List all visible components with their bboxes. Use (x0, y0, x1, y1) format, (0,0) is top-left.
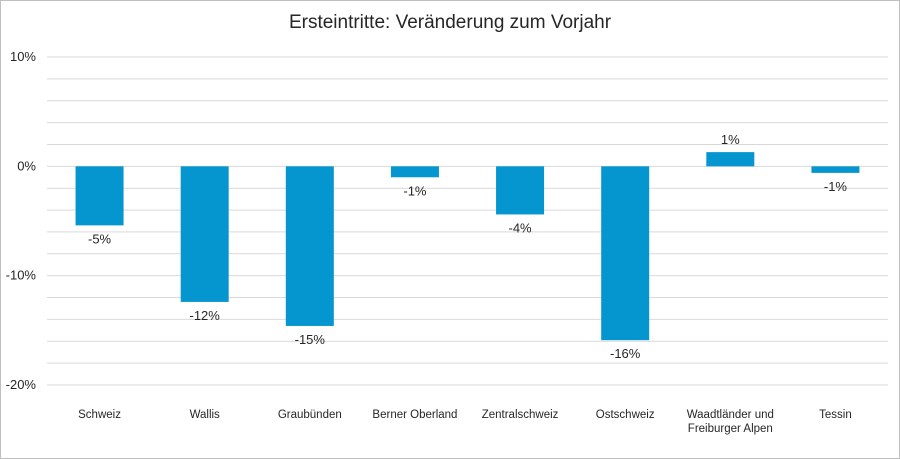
category-label: Schweiz (78, 409, 121, 421)
y-tick-label: -10% (6, 268, 37, 283)
bar (496, 166, 545, 215)
data-label: -4% (509, 220, 533, 235)
data-label: -16% (610, 346, 641, 361)
bar (601, 166, 650, 341)
data-label: -12% (190, 308, 221, 323)
data-label: -1% (824, 179, 848, 194)
data-label: -1% (403, 183, 427, 198)
category-label: Freiburger Alpen (688, 423, 773, 435)
data-label: 1% (721, 132, 740, 147)
category-label: Zentralschweiz (482, 409, 559, 421)
bar (75, 166, 124, 226)
category-label: Tessin (819, 409, 852, 421)
bar (285, 166, 334, 326)
bar (811, 166, 860, 173)
bar (180, 166, 229, 302)
y-tick-label: 10% (10, 49, 36, 64)
chart-title: Ersteintritte: Veränderung zum Vorjahr (288, 12, 612, 33)
category-label: Berner Oberland (372, 409, 457, 421)
bar (390, 166, 439, 178)
data-label: -15% (295, 332, 326, 347)
category-label: Ostschweiz (596, 409, 655, 421)
y-tick-label: -20% (6, 377, 37, 392)
category-label: Waadtländer und (687, 409, 774, 421)
category-label: Graubünden (278, 409, 342, 421)
data-label: -5% (88, 231, 112, 246)
category-label: Wallis (190, 409, 220, 421)
y-tick-label: 0% (17, 158, 36, 173)
bar (706, 152, 755, 167)
